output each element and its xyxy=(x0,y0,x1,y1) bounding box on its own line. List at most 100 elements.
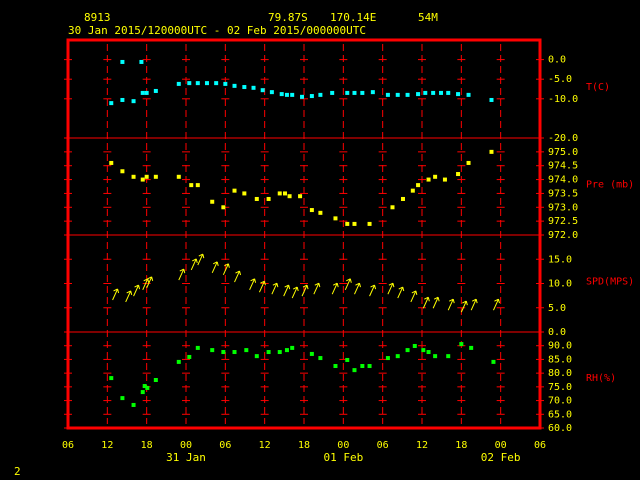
data-point xyxy=(214,81,219,86)
wind-arrow xyxy=(331,282,339,295)
data-point xyxy=(466,160,471,165)
wind-arrow xyxy=(211,261,219,274)
x-tick-label: 06 xyxy=(377,440,389,451)
data-point xyxy=(446,354,451,359)
data-point xyxy=(277,350,282,355)
data-point xyxy=(370,90,375,95)
data-point xyxy=(352,368,357,373)
y-tick-label: 15.0 xyxy=(548,254,572,265)
data-point xyxy=(120,59,125,64)
data-point xyxy=(439,90,444,95)
data-point xyxy=(360,364,365,369)
data-point xyxy=(345,357,350,362)
latitude: 79.87S xyxy=(268,11,308,24)
data-point xyxy=(390,205,395,210)
data-point xyxy=(489,149,494,154)
axis-label: T(C) xyxy=(586,82,610,93)
data-point xyxy=(459,342,464,347)
data-point xyxy=(446,90,451,95)
date-label: 02 Feb xyxy=(481,451,521,464)
data-point xyxy=(290,92,295,97)
y-tick-label: 85.0 xyxy=(548,354,572,365)
y-tick-label: 972.5 xyxy=(548,216,578,227)
y-tick-label: 5.0 xyxy=(548,303,566,314)
wind-arrow xyxy=(125,290,133,303)
y-tick-label: 80.0 xyxy=(548,368,572,379)
data-point xyxy=(405,92,410,97)
data-point xyxy=(140,177,145,182)
data-point xyxy=(352,90,357,95)
data-point xyxy=(385,92,390,97)
x-tick-label: 06 xyxy=(62,440,74,451)
data-point xyxy=(456,172,461,177)
data-point xyxy=(210,348,215,353)
wind-arrow xyxy=(447,298,455,311)
y-tick-label: -5.0 xyxy=(548,74,572,85)
wind-arrow xyxy=(291,286,299,299)
data-point xyxy=(287,194,292,199)
data-point xyxy=(120,97,125,102)
data-point xyxy=(367,221,372,226)
wind-arrow xyxy=(271,282,279,295)
data-point xyxy=(232,188,237,193)
y-tick-label: 974.5 xyxy=(548,161,578,172)
wind-arrow xyxy=(410,290,418,303)
data-point xyxy=(395,92,400,97)
data-point xyxy=(433,354,438,359)
data-point xyxy=(426,350,431,355)
data-point xyxy=(144,174,149,179)
data-point xyxy=(251,85,256,90)
y-tick-label: 974.0 xyxy=(548,175,578,186)
data-point xyxy=(385,356,390,361)
wind-arrow xyxy=(258,280,266,293)
x-tick-label: 00 xyxy=(337,440,349,451)
data-point xyxy=(352,221,357,226)
data-point xyxy=(298,194,303,199)
data-point xyxy=(195,81,200,86)
data-point xyxy=(284,348,289,353)
y-tick-label: -20.0 xyxy=(548,133,578,144)
data-point xyxy=(204,81,209,86)
data-point xyxy=(277,191,282,196)
data-point xyxy=(466,92,471,97)
axis-label: RH(%) xyxy=(586,373,616,384)
data-point xyxy=(491,359,496,364)
data-point xyxy=(176,81,181,86)
data-point xyxy=(333,364,338,369)
data-point xyxy=(266,350,271,355)
data-point xyxy=(131,99,136,104)
y-tick-label: 70.0 xyxy=(548,396,572,407)
y-tick-label: 973.0 xyxy=(548,202,578,213)
y-tick-label: -10.0 xyxy=(548,94,578,105)
period: 30 Jan 2015/120000UTC - 02 Feb 2015/0000… xyxy=(68,24,366,37)
wind-arrow xyxy=(301,284,309,297)
date-label: 31 Jan xyxy=(166,451,206,464)
data-point xyxy=(400,196,405,201)
data-point xyxy=(345,90,350,95)
data-point xyxy=(284,92,289,97)
data-point xyxy=(131,402,136,407)
data-point xyxy=(140,90,145,95)
data-point xyxy=(109,101,114,106)
data-point xyxy=(442,177,447,182)
wind-arrow xyxy=(249,278,257,291)
wind-arrow xyxy=(369,284,377,297)
axis-label: Pre (mb) xyxy=(586,180,634,191)
data-point xyxy=(139,59,144,64)
x-tick-label: 06 xyxy=(534,440,546,451)
data-point xyxy=(405,348,410,353)
wind-arrow xyxy=(146,276,154,289)
x-tick-label: 18 xyxy=(141,440,153,451)
data-point xyxy=(426,177,431,182)
wind-arrow xyxy=(283,284,291,297)
data-point xyxy=(309,351,314,356)
data-point xyxy=(221,350,226,355)
data-point xyxy=(318,356,323,361)
date-label: 01 Feb xyxy=(323,451,363,464)
y-tick-label: 975.0 xyxy=(548,147,578,158)
wind-arrow xyxy=(178,268,186,281)
station-id: 8913 xyxy=(84,11,111,24)
wind-arrow xyxy=(222,263,230,275)
wind-arrow xyxy=(133,284,141,297)
plot-frame xyxy=(66,38,542,430)
